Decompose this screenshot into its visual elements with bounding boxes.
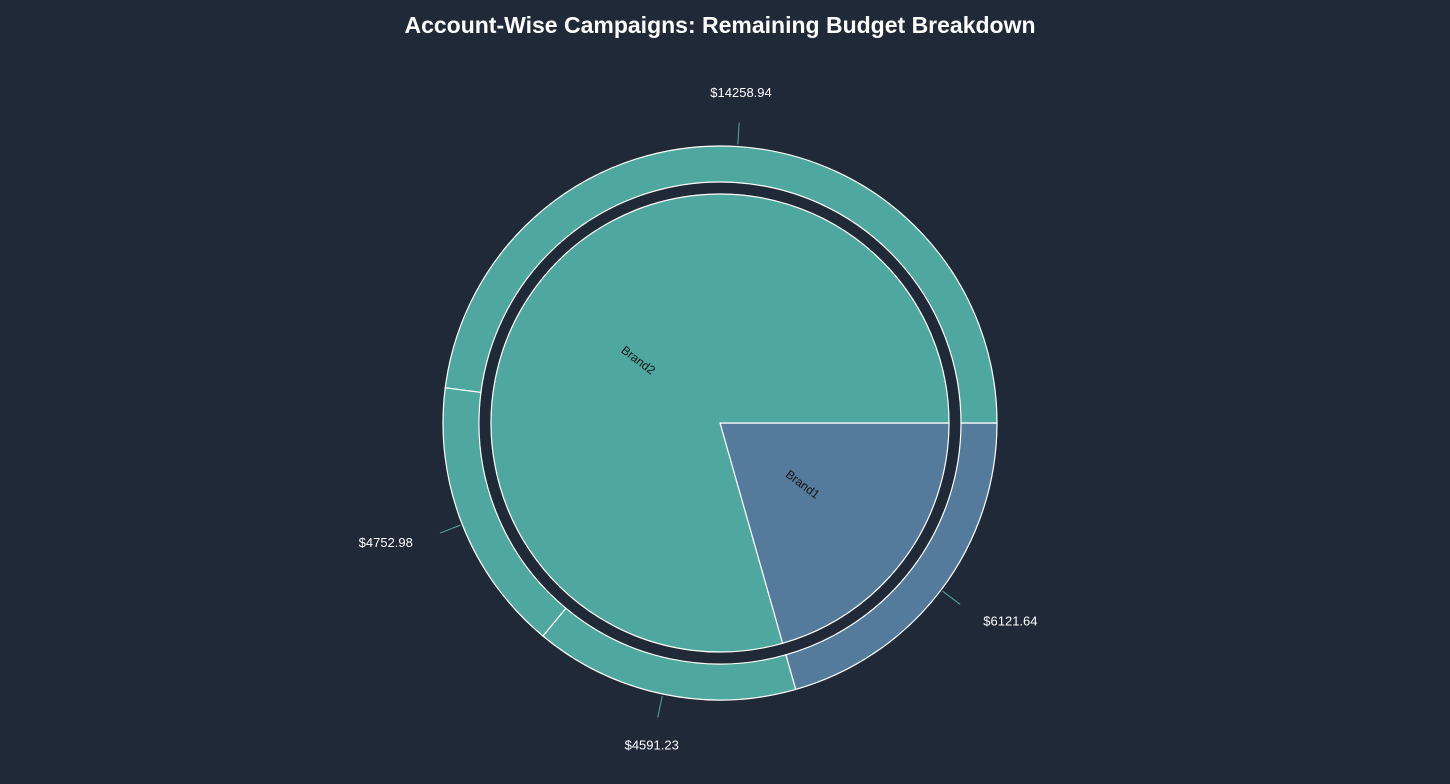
outer-value-label-3: $14258.94 — [710, 85, 771, 100]
outer-value-label-1: $4591.23 — [625, 737, 679, 752]
leader-line-2 — [439, 524, 461, 534]
chart-title: Account-Wise Campaigns: Remaining Budget… — [404, 12, 1036, 38]
outer-value-label-2: $4752.98 — [359, 535, 413, 550]
leader-line-0 — [942, 590, 961, 605]
leader-line-1 — [657, 695, 663, 718]
outer-value-label-0: $6121.64 — [983, 613, 1037, 628]
leader-line-3 — [737, 122, 740, 145]
inner-slice-brand1[interactable] — [719, 422, 950, 645]
inner-slice-brand2[interactable] — [490, 193, 950, 653]
outer-segment-3[interactable] — [444, 145, 998, 424]
